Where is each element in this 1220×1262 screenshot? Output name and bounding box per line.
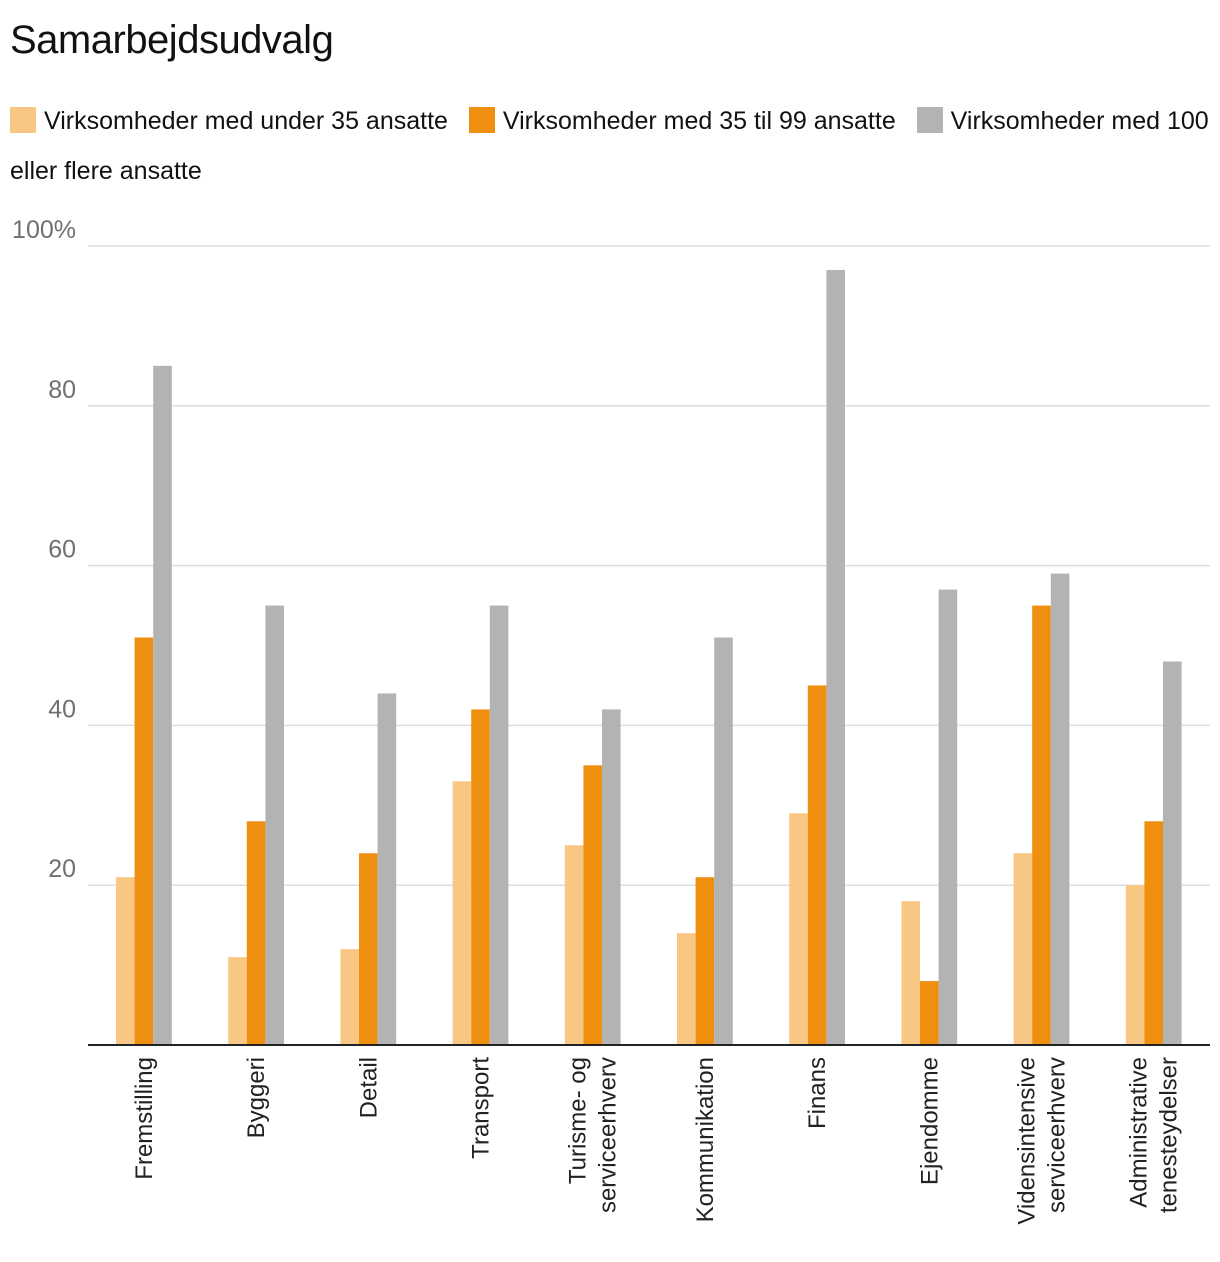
- bar-medium-0: [134, 637, 154, 1045]
- y-tick-label: 100%: [12, 216, 76, 244]
- category-label-line: Turisme- og: [565, 1057, 592, 1184]
- category-label-6: Finans: [804, 1057, 831, 1129]
- bar-large-0: [153, 365, 172, 1046]
- category-label-line: Fremstilling: [131, 1057, 158, 1180]
- bar-medium-5: [695, 877, 715, 1045]
- bar-large-7: [938, 589, 958, 1045]
- category-label-0: Fremstilling: [131, 1057, 158, 1180]
- category-label-line: tenesteydelser: [1156, 1057, 1183, 1213]
- bar-large-2: [377, 693, 397, 1045]
- category-label-line: Ejendomme: [916, 1057, 943, 1185]
- bar-medium-8: [1032, 605, 1051, 1045]
- legend-item-small: Virksomheder med under 35 ansatte: [10, 107, 448, 135]
- category-label-line: Byggeri: [243, 1057, 270, 1138]
- y-axis-ticks: 20 40 60 80 100%: [12, 216, 76, 883]
- bar-small-0: [116, 877, 135, 1045]
- bar-large-3: [489, 605, 509, 1045]
- legend-label-medium: Virksomheder med 35 til 99 ansatte: [502, 107, 896, 135]
- bar-medium-7: [920, 981, 939, 1045]
- bar-small-5: [677, 933, 696, 1045]
- bar-large-5: [714, 637, 733, 1045]
- y-tick-label: 80: [48, 376, 76, 404]
- bar-large-8: [1050, 573, 1070, 1045]
- bar-small-8: [1013, 853, 1033, 1045]
- bar-medium-1: [246, 821, 266, 1045]
- bar-small-9: [1125, 885, 1145, 1045]
- bar-large-9: [1163, 661, 1182, 1045]
- bar-medium-6: [807, 685, 827, 1045]
- chart-title: Samarbejdsudvalg: [10, 18, 334, 62]
- legend-item-large: Virksomheder med 100 eller flere ansatte: [10, 107, 1209, 185]
- category-label-3: Transport: [468, 1057, 495, 1159]
- category-label-line: Vidensintensive: [1014, 1057, 1041, 1225]
- category-label-line: serviceerhverv: [1044, 1057, 1071, 1213]
- bar-medium-9: [1144, 821, 1163, 1045]
- bar-large-1: [265, 605, 284, 1045]
- category-label-1: Byggeri: [243, 1057, 270, 1138]
- category-label-7: Ejendomme: [916, 1057, 943, 1185]
- y-tick-label: 40: [48, 695, 76, 723]
- y-tick-label: 60: [48, 536, 76, 564]
- y-tick-label: 20: [48, 855, 76, 883]
- category-label-line: Finans: [804, 1057, 831, 1129]
- bar-small-3: [452, 781, 472, 1045]
- bar-small-7: [901, 901, 920, 1045]
- legend-swatch-small: [10, 107, 36, 133]
- legend-label-large: Virksomheder med 100 eller flere ansatte: [10, 107, 1209, 185]
- category-label-5: Kommunikation: [692, 1057, 719, 1222]
- category-label-line: Detail: [355, 1057, 382, 1118]
- bar-medium-3: [471, 709, 490, 1045]
- x-axis-categories: Fremstilling Byggeri Detail Transport Turism…: [131, 1057, 1183, 1225]
- bars: [116, 269, 1182, 1046]
- legend: Virksomheder med under 35 ansatte Virkso…: [10, 96, 1210, 196]
- category-label-line: Transport: [468, 1057, 495, 1159]
- bar-medium-2: [359, 853, 378, 1045]
- legend-swatch-large: [916, 107, 943, 133]
- category-label-line: serviceerhverv: [595, 1057, 622, 1213]
- category-label-2: Detail: [355, 1057, 382, 1118]
- bar-small-4: [564, 845, 584, 1045]
- legend-item-medium: Virksomheder med 35 til 99 ansatte: [455, 107, 896, 135]
- bar-small-2: [340, 949, 359, 1045]
- category-label-line: Administrative: [1126, 1057, 1153, 1208]
- bar-small-6: [789, 813, 808, 1045]
- bar-medium-4: [583, 765, 602, 1045]
- legend-label-small: Virksomheder med under 35 ansatte: [44, 107, 448, 135]
- category-label-9: Administrative tenesteydelser: [1126, 1057, 1183, 1213]
- bar-large-4: [602, 709, 621, 1045]
- category-label-4: Turisme- og serviceerhverv: [565, 1057, 622, 1213]
- legend-swatch-medium: [468, 107, 495, 133]
- category-label-line: Kommunikation: [692, 1057, 719, 1222]
- category-label-8: Vidensintensive serviceerhverv: [1014, 1057, 1071, 1225]
- bar-large-6: [826, 269, 845, 1046]
- bar-small-1: [228, 957, 247, 1045]
